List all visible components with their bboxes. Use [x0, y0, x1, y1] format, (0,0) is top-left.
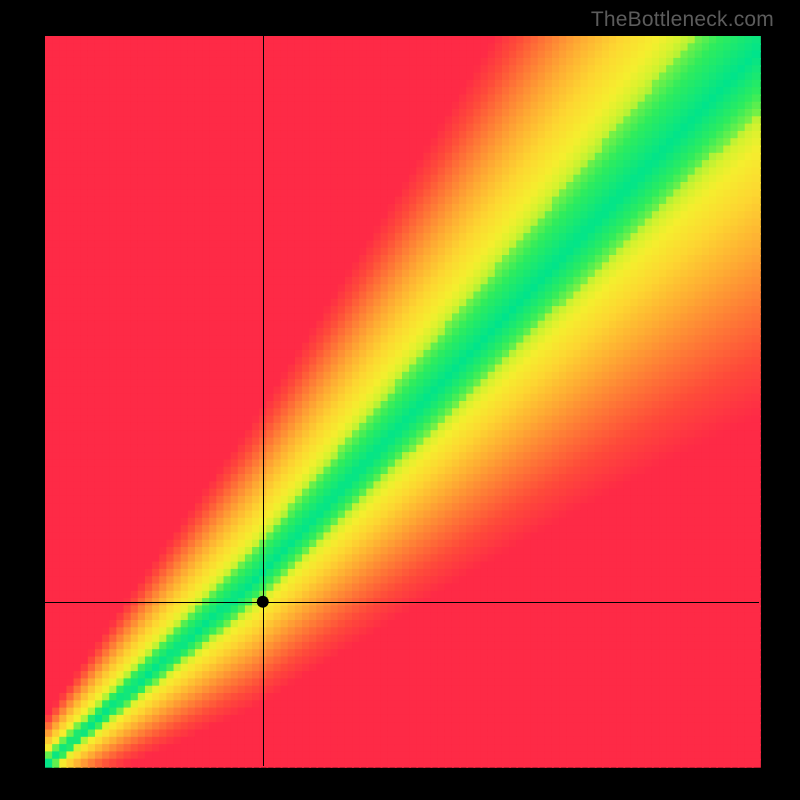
- chart-container: TheBottleneck.com: [0, 0, 800, 800]
- bottleneck-heatmap: [0, 0, 800, 800]
- watermark-text: TheBottleneck.com: [591, 8, 774, 32]
